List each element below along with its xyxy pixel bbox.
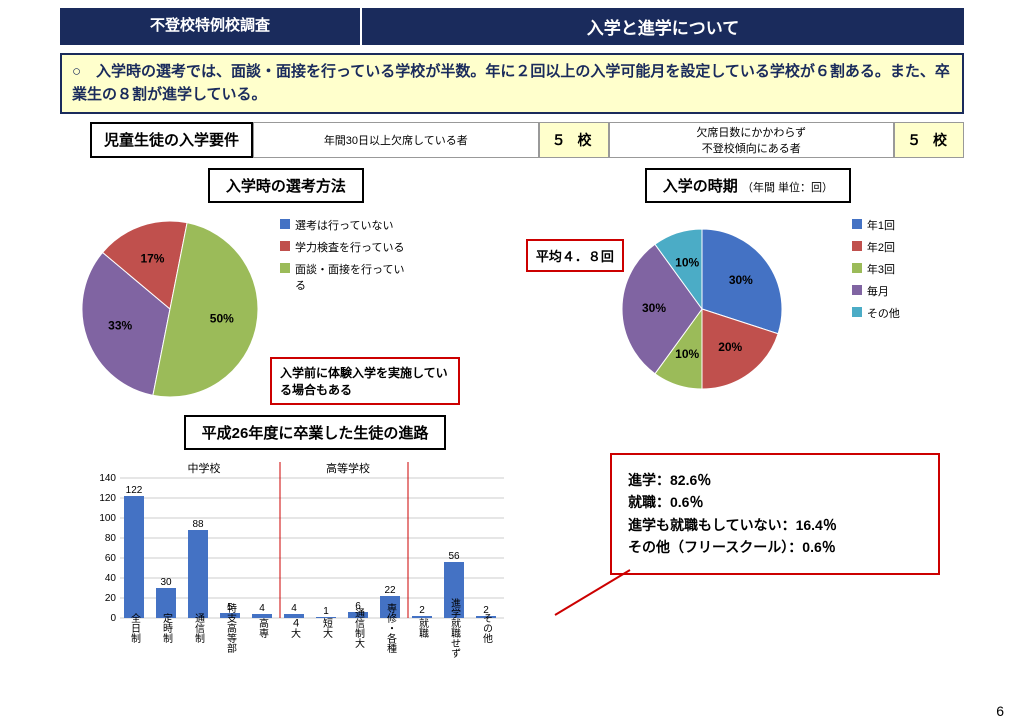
svg-text:2: 2 (419, 605, 425, 616)
svg-text:122: 122 (126, 485, 143, 496)
bar-title: 平成26年度に卒業した生徒の進路 (184, 415, 447, 450)
pie2-title: 入学の時期 （年間 単位：回） (645, 168, 851, 203)
summary-box: ○ 入学時の選考では、面談・面接を行っている学校が半数。年に２回以上の入学可能月… (60, 53, 964, 114)
svg-text:全日制: 全日制 (129, 612, 141, 643)
svg-text:60: 60 (105, 553, 117, 564)
svg-text:17%: 17% (140, 251, 164, 265)
svg-text:0: 0 (110, 613, 116, 624)
middle-row: 入学時の選考方法 33% 17% 50% 選考は行っていない学力検査を行っている面談… (60, 168, 964, 409)
svg-text:10%: 10% (675, 256, 699, 270)
svg-text:高等学校: 高等学校 (326, 461, 370, 475)
req-c2-label: 欠席日数にかかわらず 不登校傾向にある者 (609, 122, 895, 158)
svg-text:88: 88 (192, 519, 204, 530)
svg-text:中学校: 中学校 (188, 461, 221, 475)
req-c1-count: ５ 校 (539, 122, 609, 158)
svg-text:4: 4 (291, 603, 297, 614)
svg-text:1: 1 (323, 606, 329, 617)
pie1-callout: 入学前に体験入学を実施している場合もある (270, 357, 460, 405)
pie1-legend: 選考は行っていない学力検査を行っている面談・面接を行っている (280, 217, 512, 293)
svg-text:10%: 10% (675, 347, 699, 361)
svg-text:進学就職せず: 進学就職せず (449, 598, 461, 658)
pie2-chart: 30% 20% 10% 30% 10% (592, 209, 852, 409)
pie1-title: 入学時の選考方法 (208, 168, 364, 203)
stats-pointer (545, 565, 635, 625)
svg-text:４大: ４大 (289, 618, 301, 639)
svg-text:56: 56 (448, 551, 460, 562)
req-title: 児童生徒の入学要件 (90, 122, 253, 158)
svg-text:22: 22 (384, 585, 396, 596)
svg-text:通信制大: 通信制大 (353, 608, 365, 649)
svg-text:4: 4 (259, 603, 265, 614)
svg-text:20: 20 (105, 593, 117, 604)
svg-text:140: 140 (99, 473, 116, 484)
svg-text:就職: 就職 (417, 617, 429, 639)
lower-row: 平成26年度に卒業した生徒の進路 020406080100120140122全日… (60, 415, 964, 670)
svg-text:80: 80 (105, 533, 117, 544)
svg-text:特支高等部: 特支高等部 (225, 603, 237, 654)
pie2-legend: 年1回年2回年3回毎月その他 (852, 217, 900, 409)
svg-text:30%: 30% (642, 301, 666, 315)
pie2-avg: 平均４．８回 (526, 239, 624, 272)
svg-text:33%: 33% (108, 319, 132, 333)
stats-box: 進学：82.6％ 就職：0.6％ 進学も就職もしていない：16.4％ その他（フ… (610, 453, 940, 575)
svg-text:30: 30 (160, 577, 172, 588)
svg-text:120: 120 (99, 493, 116, 504)
header-left: 不登校特例校調査 (60, 8, 360, 45)
svg-text:20%: 20% (718, 340, 742, 354)
svg-text:専修・各種: 専修・各種 (385, 603, 397, 654)
header-row: 不登校特例校調査 入学と進学について (60, 8, 964, 45)
svg-text:40: 40 (105, 573, 117, 584)
header-right: 入学と進学について (362, 8, 964, 45)
svg-text:100: 100 (99, 513, 116, 524)
req-c1-label: 年間30日以上欠席している者 (253, 122, 539, 158)
svg-text:50%: 50% (210, 311, 234, 325)
svg-text:高専: 高専 (257, 617, 269, 638)
req-c2-count: ５ 校 (894, 122, 964, 158)
svg-text:通信制: 通信制 (193, 613, 205, 643)
svg-text:短大: 短大 (321, 617, 333, 639)
pie1-chart: 33% 17% 50% (60, 209, 280, 409)
svg-text:30%: 30% (729, 273, 753, 287)
bar-chart: 020406080100120140122全日制30定時制88通信制5特支高等部… (90, 460, 570, 670)
svg-text:定時制: 定時制 (161, 612, 173, 643)
svg-text:その他: その他 (481, 613, 493, 644)
requirements-row: 児童生徒の入学要件 年間30日以上欠席している者 ５ 校 欠席日数にかかわらず … (90, 122, 964, 158)
